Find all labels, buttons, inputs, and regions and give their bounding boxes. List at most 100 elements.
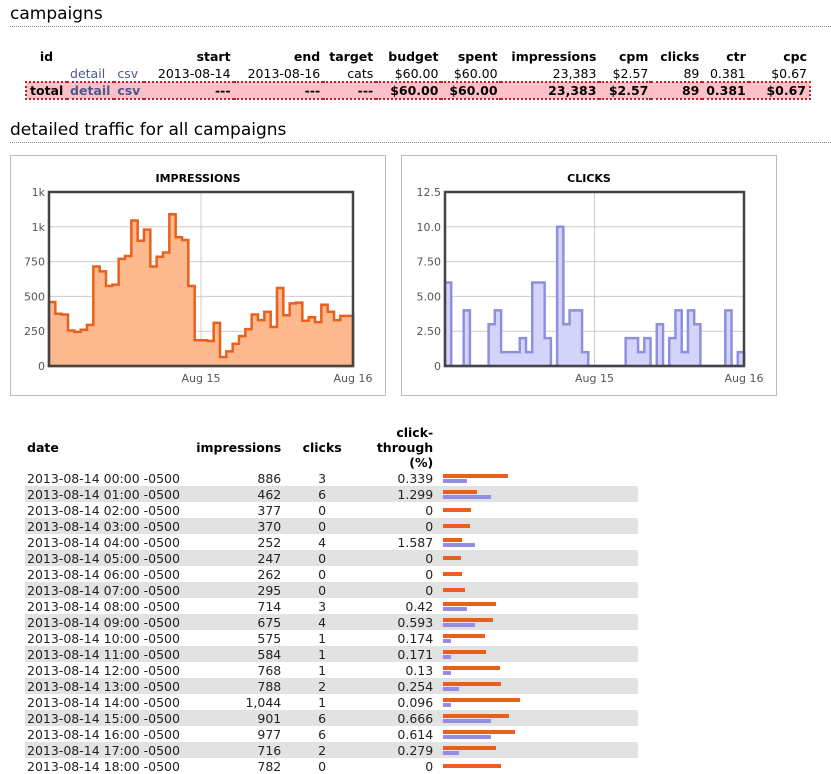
col-date: date [25,425,194,470]
cell-ctr: 0 [361,582,435,598]
clicks-bar [443,703,451,707]
cell-ctr: 0 [361,502,435,518]
clicks-bar [443,623,475,627]
cell-date: 2013-08-14 15:00 -0500 [25,710,194,726]
col-target: target [323,48,376,65]
clicks-bar [443,671,451,675]
col-detail [67,48,114,65]
impressions-bar [443,490,477,494]
cell-ctr: 0.279 [361,742,435,758]
cell-ctr: 1.587 [361,534,435,550]
csv-link[interactable]: csv [117,66,138,81]
cell-clicks: 4 [283,614,361,630]
cell-impressions: 370 [194,518,283,534]
cell-impressions: 716 [194,742,283,758]
clicks-bar [443,543,475,547]
cell-impressions: 788 [194,678,283,694]
cell-date: 2013-08-14 00:00 -0500 [25,470,194,486]
col-impressions: impressions [501,48,600,65]
clicks-bar [443,751,459,755]
cell-impressions: 262 [194,566,283,582]
cell-clicks: 2 [283,742,361,758]
traffic-table: date impressions clicks click-through (%… [25,425,638,774]
impressions-bar [443,650,486,654]
cell-spent: $60.00 [441,65,500,82]
cell-clicks: 1 [283,646,361,662]
cell-start: 2013-08-14 [144,65,234,82]
col-end: end [234,48,324,65]
y-tick-label: 10.0 [417,221,442,234]
clicks-bar [443,687,459,691]
cell-cpc: $0.67 [749,65,810,82]
csv-link[interactable]: csv [117,83,140,98]
col-impressions: impressions [194,425,283,470]
cell-clicks: 2 [283,678,361,694]
cell-date: 2013-08-14 02:00 -0500 [25,502,194,518]
cell-ctr: 0.381 [702,82,748,99]
cell-clicks: 89 [651,82,702,99]
traffic-heading: detailed traffic for all campaigns [10,120,831,143]
cell-id [26,65,67,82]
cell-date: 2013-08-14 11:00 -0500 [25,646,194,662]
cell-date: 2013-08-14 13:00 -0500 [25,678,194,694]
campaigns-heading: campaigns [10,4,831,27]
cell-impressions: 295 [194,582,283,598]
cell-impressions: 575 [194,630,283,646]
cell-end: --- [234,82,324,99]
cell-id: total [26,82,67,99]
y-tick-label: 1k [32,186,46,199]
detail-link[interactable]: detail [70,83,110,98]
y-tick-label: 250 [24,325,45,338]
clicks-bar [443,495,491,499]
clicks-bar [443,655,451,659]
cell-clicks: 1 [283,662,361,678]
cell-target: --- [323,82,376,99]
cell-impressions: 782 [194,758,283,774]
cell-ctr: 0.42 [361,598,435,614]
cell-ctr: 0.339 [361,470,435,486]
clicks-bar [443,479,467,483]
cell-ctr: 0 [361,550,435,566]
y-tick-label: 12.5 [417,186,442,199]
col-ctr: click-through (%) [361,425,435,470]
cell-clicks: 1 [283,630,361,646]
cell-ctr: 0.666 [361,710,435,726]
cell-date: 2013-08-14 10:00 -0500 [25,630,194,646]
cell-ctr: 0.13 [361,662,435,678]
impressions-bar [443,698,520,702]
cell-ctr: 0 [361,566,435,582]
col-csv [114,48,144,65]
cell-end: 2013-08-16 [234,65,324,82]
col-start: start [144,48,234,65]
cell-start: --- [144,82,234,99]
y-tick-label: 0 [434,360,441,373]
cell-clicks: 6 [283,726,361,742]
cell-impressions: 768 [194,662,283,678]
cell-clicks: 3 [283,598,361,614]
y-tick-label: 5.00 [417,290,442,303]
cell-impressions: 23,383 [501,65,600,82]
cell-ctr: 0.593 [361,614,435,630]
cell-impressions: 977 [194,726,283,742]
detail-link[interactable]: detail [70,66,105,81]
x-tick-label: Aug 15 [182,372,221,385]
cell-ctr: 0.171 [361,646,435,662]
cell-date: 2013-08-14 01:00 -0500 [25,486,194,502]
y-tick-label: 2.50 [417,325,442,338]
cell-date: 2013-08-14 12:00 -0500 [25,662,194,678]
impressions-bar [443,588,465,592]
cell-date: 2013-08-14 05:00 -0500 [25,550,194,566]
col-ctr: ctr [702,48,748,65]
col-budget: budget [376,48,441,65]
cell-ctr: 0.174 [361,630,435,646]
cell-impressions: 23,383 [501,82,600,99]
